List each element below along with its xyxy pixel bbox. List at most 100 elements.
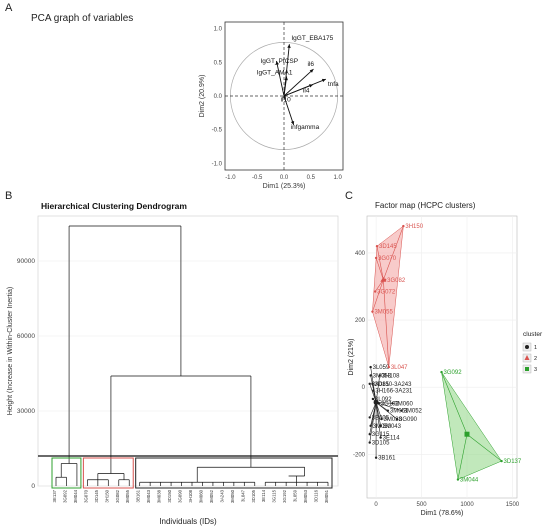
factor-xtick: 500 (417, 502, 428, 508)
leaf-3m060: 3M060 (198, 489, 203, 503)
point-label-3m038: 3M038 (384, 417, 403, 423)
point-label-3g082: 3G082 (387, 278, 406, 284)
pca-xlabel: Dim1 (25.3%) (263, 183, 306, 190)
dendro-ytick: 30000 (17, 408, 35, 415)
link-3g090 (375, 402, 398, 420)
leaf-3e114: 3E114 (261, 489, 266, 502)
factor-map-title: Factor map (HCPC clusters) (375, 201, 476, 210)
dendrogram-title: Hierarchical Clustering Dendrogram (41, 201, 187, 211)
point-label-3m055: 3M055 (374, 310, 393, 316)
dendrogram-xlabel: Individuals (IDs) (159, 517, 217, 526)
point-3h166-3a231 (372, 389, 375, 392)
point-label-3a081: 3A081 (372, 382, 390, 388)
factor-xtick: 1000 (460, 502, 474, 508)
leaf-3m050: 3M050 (230, 489, 235, 503)
leaf-3g192: 3G192 (282, 489, 287, 503)
legend-title: cluster (523, 331, 543, 338)
factor-map-plot: Factor map (HCPC clusters) 0 500 1000 1500 40… (348, 201, 543, 517)
link-3g070 (375, 257, 384, 280)
leaf-3m052: 3M052 (209, 489, 214, 503)
point-label-3l059: 3L059 (373, 365, 390, 371)
pca-ytick: -0.5 (212, 128, 223, 134)
dendro-ytick: 60000 (17, 333, 35, 340)
factor-xtick: 1500 (506, 502, 520, 508)
point-3g070 (374, 256, 378, 260)
leaf-3d116: 3D116 (314, 489, 319, 502)
leaf-3g082: 3G082 (115, 489, 120, 503)
leaf-3h108: 3H108 (188, 489, 193, 502)
pca-title: PCA graph of variables (31, 13, 134, 24)
point-3g072 (373, 290, 377, 293)
point-label-3g192: 3G192 (381, 401, 400, 407)
legend-marker-2 (524, 355, 530, 360)
link-3m052 (375, 402, 402, 411)
point-label-3d137: 3D137 (504, 459, 522, 465)
arrowhead-iggt-pfcsp (275, 61, 279, 65)
point-label-3m043: 3M043 (383, 424, 402, 430)
factor-ytick: -200 (353, 452, 366, 458)
leaf-3m051: 3M051 (324, 489, 329, 503)
point-3l092 (371, 397, 375, 401)
point-label-3g090: 3G090 (399, 417, 418, 423)
point-3m044 (456, 478, 460, 481)
link-3m060 (376, 402, 393, 404)
point-3l047 (387, 365, 391, 369)
pca-ytick: 1.0 (214, 27, 223, 33)
point-3d105 (368, 441, 371, 444)
point-label-3m044: 3M044 (460, 478, 479, 484)
label-iggt-eba175: IgGT_EBA175 (291, 35, 333, 42)
dendrogram-plot: Hierarchical Clustering Dendrogram 90000 6… (7, 201, 339, 526)
cluster-3-hull (441, 371, 502, 480)
point-3g092 (440, 370, 443, 374)
label-infgamma: infgamma (291, 124, 320, 131)
point-label-3g072: 3G072 (377, 290, 396, 296)
factor-xlabel: Dim1 (78.6%) (421, 510, 464, 517)
centroid-3 (464, 431, 470, 437)
point-3d150-3a243 (371, 382, 374, 386)
leaf-3d105: 3D105 (251, 489, 256, 502)
dendro-ytick: 90000 (17, 258, 35, 265)
point-label-3b161: 3B161 (378, 456, 396, 462)
point-3l059 (369, 365, 372, 369)
pca-xtick: 0.5 (307, 175, 316, 181)
link-3m044 (457, 434, 468, 480)
link-3m038 (375, 402, 382, 420)
point-label-3m052: 3M052 (404, 409, 423, 415)
leaf-3d145: 3D145 (94, 489, 99, 502)
leaf-3m043: 3M043 (146, 489, 151, 503)
point-3g090 (395, 417, 399, 421)
factor-ytick: 200 (355, 318, 366, 324)
cluster-box-3 (51, 457, 82, 489)
centroid-2 (380, 276, 387, 282)
point-3h108 (378, 374, 381, 377)
point-label-3g092: 3G092 (444, 370, 463, 376)
point-3m053 (369, 374, 372, 377)
point-3m055 (371, 310, 374, 313)
pca-ylabel: Dim2 (20.9%) (199, 75, 206, 118)
label-tnfa: tnfa (328, 81, 339, 88)
point-label-3h150: 3H150 (405, 224, 423, 230)
cluster-box-2 (82, 457, 134, 489)
leaf-3m055: 3M055 (125, 489, 130, 503)
arrowhead-iggt-eba175 (287, 44, 291, 48)
point-3d137 (500, 459, 503, 463)
link-3b005 (369, 402, 377, 418)
point-label-3g070: 3G070 (378, 256, 397, 262)
centroid-1 (373, 399, 379, 405)
point-3m052 (400, 409, 403, 412)
pca-xtick: 1.0 (333, 175, 342, 181)
label-il4: il4 (303, 88, 310, 95)
pca-xtick: 0.0 (280, 175, 289, 181)
link-3e114 (375, 402, 381, 438)
point-label-3b005: 3B005 (372, 415, 390, 421)
point-label-3m050: 3M050 (373, 424, 392, 430)
factor-ytick: 400 (355, 251, 366, 257)
link-3d145 (376, 246, 384, 280)
leaf-3m038: 3M038 (157, 489, 162, 503)
pca-ytick: 0.5 (214, 60, 223, 66)
label-iggt-ama1: IgGT_AMA1 (257, 69, 293, 76)
leaf-3g090: 3G090 (178, 489, 183, 503)
pca-ytick: 0.0 (214, 94, 223, 100)
pca-variables-plot: -1.0 1.0 -0.5 0.5 0.0 0.0 0.5 -0.5 1.0 -1.0 Dim1 (… (199, 21, 344, 190)
point-3m038 (380, 417, 383, 421)
